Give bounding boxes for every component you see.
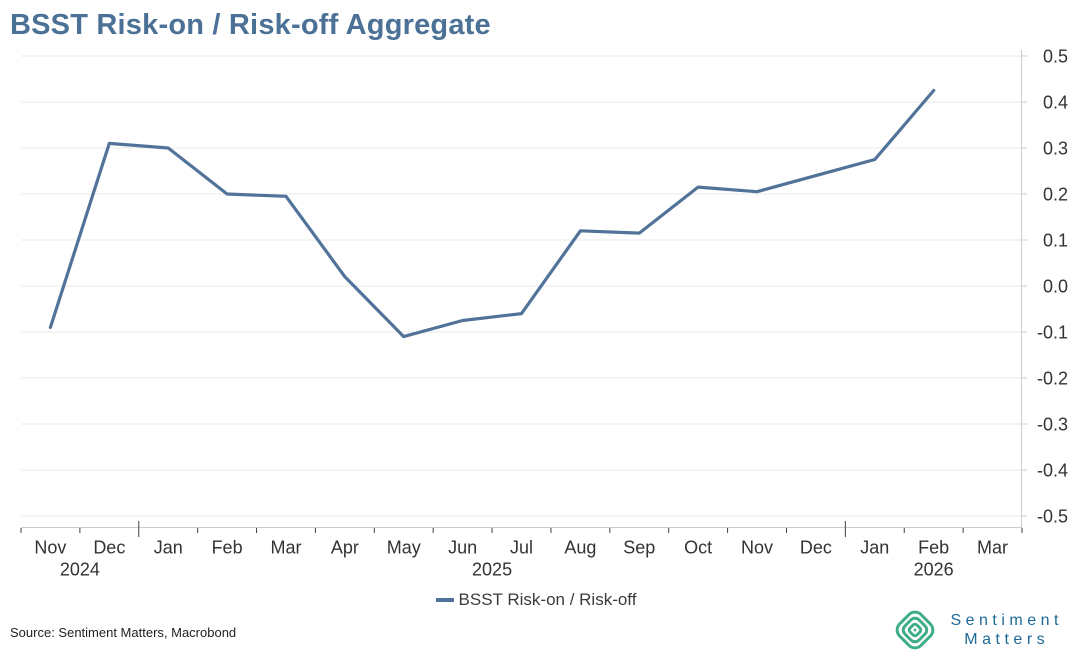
x-month-label: Oct: [684, 538, 712, 558]
x-month-label: Jan: [860, 538, 889, 558]
line-chart: 0.5 0.4 0.3 0.2 0.1 0.0 -0.1 -0.2 -0.3 -0.4 -0.5 No…: [20, 46, 1068, 580]
x-month-label: Mar: [977, 538, 1008, 558]
x-month-label: Mar: [270, 538, 301, 558]
y-tick-label: -0.3: [1037, 414, 1068, 434]
x-month-label: May: [387, 538, 421, 558]
y-tick-label: -0.1: [1037, 322, 1068, 342]
x-month-label: Nov: [34, 538, 66, 558]
x-month-label: Dec: [800, 538, 832, 558]
y-tick-label: 0.2: [1043, 184, 1068, 204]
x-month-label: Jan: [154, 538, 183, 558]
x-month-label: Dec: [93, 538, 125, 558]
x-month-label: Feb: [212, 538, 243, 558]
year-label: 2025: [472, 560, 512, 580]
y-tick-label: -0.5: [1037, 506, 1068, 526]
y-tick-label: -0.4: [1037, 460, 1068, 480]
x-month-label: Jun: [448, 538, 477, 558]
legend: BSST Risk-on / Risk-off: [0, 590, 1072, 610]
source-note: Source: Sentiment Matters, Macrobond: [10, 625, 237, 640]
x-month-label: Nov: [741, 538, 773, 558]
chart-title: BSST Risk-on / Risk-off Aggregate: [10, 9, 491, 41]
series-line: [48, 88, 936, 339]
legend-label: BSST Risk-on / Risk-off: [458, 590, 637, 609]
y-tick-label: 0.5: [1043, 46, 1068, 66]
legend-line-swatch: [435, 598, 454, 602]
y-tick-label: 0.3: [1043, 138, 1068, 158]
logo-line2: Matters: [964, 631, 1050, 648]
concentric-diamond-icon: [895, 610, 935, 650]
y-tick-label: 0.4: [1043, 92, 1068, 112]
sentiment-matters-logo: Sentiment Matters: [892, 607, 1063, 653]
y-tick-label: 0.1: [1043, 230, 1068, 250]
x-month-label: Jul: [510, 538, 533, 558]
logo-wordmark: Sentiment Matters: [946, 611, 1063, 649]
x-month-label: Sep: [623, 538, 655, 558]
x-month-label: Apr: [331, 538, 359, 558]
y-tick-label: 0.0: [1043, 276, 1068, 296]
y-tick-label: -0.2: [1037, 368, 1068, 388]
logo-line1: Sentiment: [950, 612, 1063, 629]
x-month-label: Feb: [918, 538, 949, 558]
x-month-label: Aug: [564, 538, 596, 558]
year-label: 2026: [914, 560, 954, 580]
year-label: 2024: [60, 560, 100, 580]
